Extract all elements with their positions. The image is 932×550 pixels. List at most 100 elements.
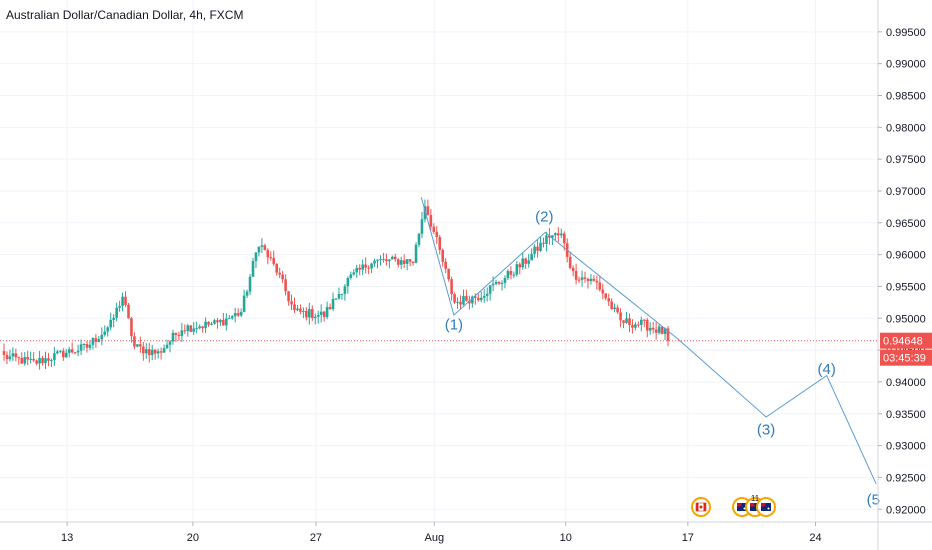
candle-body <box>242 295 246 313</box>
candle-body <box>115 307 118 318</box>
x-tick-label: 17 <box>682 532 694 544</box>
candle-body <box>35 360 38 364</box>
candle-body <box>331 298 335 310</box>
candle-body <box>476 297 480 301</box>
candle-body <box>506 270 510 279</box>
candle-body <box>290 301 293 305</box>
candle-body <box>11 353 15 357</box>
candle-body <box>201 326 204 329</box>
candle-body <box>204 321 207 329</box>
wave-label: (5 <box>867 492 880 509</box>
candle-body <box>293 304 296 311</box>
candle-body <box>616 307 619 313</box>
southern-cross-star <box>743 507 746 510</box>
candle-body <box>216 320 219 323</box>
candle-body <box>367 267 370 269</box>
candle-body <box>5 354 9 360</box>
price-axis[interactable]: 0.99500 0.99000 0.98500 0.98000 0.97500 0.970… <box>878 27 926 516</box>
candle-body <box>322 311 326 318</box>
economic-events[interactable]: 11 <box>691 494 776 517</box>
candle-body <box>598 282 602 290</box>
candle-body <box>628 318 631 326</box>
candle-body <box>405 259 409 264</box>
x-tick-label: 10 <box>560 532 572 544</box>
candle-body <box>521 258 525 268</box>
candle-body <box>379 259 382 261</box>
candle-body <box>393 256 397 260</box>
candle-body <box>85 343 89 348</box>
candle-body <box>420 219 424 234</box>
candle-body <box>450 279 453 295</box>
union-jack-mark <box>761 503 766 507</box>
candle-body <box>106 327 110 332</box>
candle-body <box>130 318 133 337</box>
candle-body <box>233 313 237 317</box>
candle-body <box>269 257 273 259</box>
candle-body <box>82 343 86 345</box>
candle-body <box>67 349 71 353</box>
candle-body <box>76 350 80 353</box>
candle-body <box>349 274 353 278</box>
candle-body <box>251 261 255 277</box>
candle-body <box>373 260 376 264</box>
candle-body <box>142 346 145 354</box>
candle-body <box>595 280 599 283</box>
candle-body <box>121 296 124 306</box>
candle-body <box>399 260 403 265</box>
candle-body <box>156 351 160 354</box>
candle-body <box>287 291 290 302</box>
candle-body <box>441 249 445 262</box>
flag-field <box>737 503 747 511</box>
flag-band <box>703 503 706 511</box>
candle-body <box>358 267 362 270</box>
candle-body <box>376 259 379 261</box>
candle-body <box>554 233 557 236</box>
candle-body <box>230 316 234 319</box>
candle-body <box>545 235 548 244</box>
candle-body <box>254 252 258 262</box>
candle-body <box>571 267 575 271</box>
time-axis[interactable]: 13 20 27 Aug 10 17 24 <box>61 522 822 544</box>
candle-body <box>41 357 44 364</box>
candle-body <box>328 307 332 310</box>
candle-body <box>518 264 522 268</box>
candle-body <box>313 316 317 319</box>
candle-body <box>337 293 341 299</box>
candle-body <box>61 350 65 358</box>
candle-body <box>607 298 611 302</box>
candle-body <box>488 285 492 294</box>
elliott-wave-projection: (1) (2) (3) (4) (5 <box>420 197 880 509</box>
candle-body <box>346 277 350 287</box>
candle-body <box>580 277 584 280</box>
candle-body <box>601 289 605 294</box>
australia-flag-icon[interactable] <box>756 497 776 517</box>
candle-body <box>396 259 400 265</box>
candle-body <box>222 319 225 326</box>
maple-leaf-icon <box>699 505 703 509</box>
candle-body <box>536 246 539 251</box>
canada-flag-icon[interactable] <box>691 497 711 517</box>
x-tick-label: Aug <box>425 532 445 544</box>
candle-body <box>557 233 560 236</box>
candle-body <box>391 256 394 260</box>
candle-body <box>645 319 649 331</box>
candle-body <box>382 259 385 261</box>
wave-projection-line <box>420 197 877 485</box>
candle-body <box>159 351 163 353</box>
candle-body <box>471 296 474 304</box>
candlestick-series <box>2 199 670 370</box>
candle-body <box>385 259 388 262</box>
candle-body <box>631 325 634 328</box>
candle-body <box>186 325 190 332</box>
candle-body <box>59 350 62 352</box>
candle-body <box>227 318 231 320</box>
candle-body <box>482 295 486 298</box>
candle-body <box>150 349 154 356</box>
candle-body <box>284 279 287 292</box>
candle-body <box>651 327 655 330</box>
candle-body <box>364 264 367 268</box>
candle-body <box>637 324 640 326</box>
y-tick-label: 0.93500 <box>886 409 926 421</box>
x-tick-label: 13 <box>61 532 73 544</box>
